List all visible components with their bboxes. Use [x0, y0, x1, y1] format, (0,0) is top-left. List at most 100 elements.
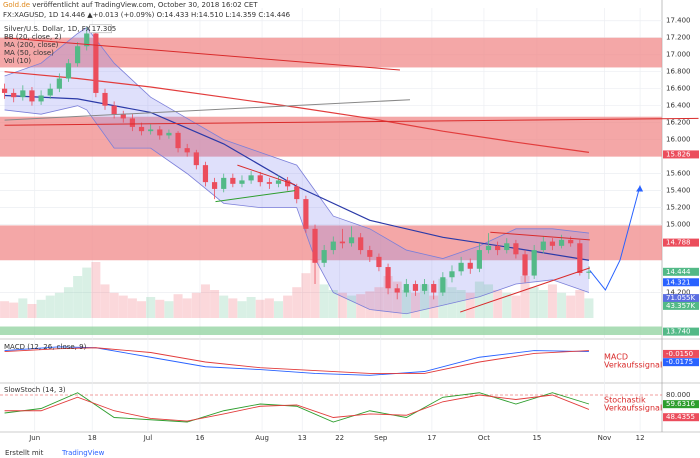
- axis-value-label: 14.444: [666, 268, 691, 276]
- indicator-label: Vol (10): [4, 57, 31, 65]
- x-tick-label: Oct: [478, 434, 490, 442]
- trend-line: [215, 190, 296, 203]
- y-tick-label: 15.600: [666, 170, 691, 178]
- candle-body: [294, 186, 300, 200]
- candle-body: [303, 199, 309, 229]
- y-tick-label: 16.000: [666, 136, 691, 144]
- trend-line: [4, 37, 400, 71]
- candle-body: [467, 262, 473, 269]
- y-tick-label: 16.200: [666, 119, 691, 127]
- volume-bar: [383, 276, 393, 318]
- volume-bar: [182, 298, 192, 318]
- volume-bar: [237, 301, 247, 318]
- volume-bar: [164, 301, 174, 318]
- axis-value-label: 59.6316: [666, 400, 695, 408]
- publish-line: Gold.de veröffentlicht auf TradingView.c…: [3, 1, 258, 9]
- trend-line: [4, 99, 411, 121]
- volume-bar: [410, 292, 420, 318]
- volume-bar: [246, 297, 256, 318]
- candle-body: [93, 33, 99, 93]
- x-tick-label: 15: [532, 434, 541, 442]
- candle-body: [29, 90, 35, 102]
- chart-title: Silver/U.S. Dollar, 1D, FX: [4, 25, 91, 33]
- candle-body: [248, 175, 254, 181]
- candle-body: [558, 239, 565, 246]
- candle-body: [348, 237, 355, 244]
- brand[interactable]: TradingView: [61, 449, 105, 457]
- trend-line: [237, 164, 296, 186]
- volume-bar: [73, 276, 83, 318]
- x-tick-label: Jun: [28, 434, 40, 442]
- axis-label-bg: [663, 349, 699, 358]
- axis-value-label: 14.321: [666, 278, 691, 286]
- y-tick-label: 17.000: [666, 51, 691, 59]
- volume-bar: [146, 297, 156, 318]
- signal-annotation: Verkaufssignal: [604, 404, 662, 413]
- volume-bar: [420, 284, 430, 318]
- signal-annotation: MACD: [604, 353, 628, 362]
- candle-body: [421, 284, 428, 291]
- candle-body: [312, 228, 318, 263]
- volume-bar: [484, 284, 494, 318]
- publisher[interactable]: Gold.de: [3, 1, 30, 9]
- candle-body: [431, 284, 437, 293]
- candle-body: [56, 78, 62, 89]
- volume-bar: [27, 304, 37, 318]
- volume-bar: [566, 295, 576, 318]
- volume-bar: [200, 284, 210, 318]
- volume-bar: [520, 276, 530, 318]
- candle-body: [266, 182, 272, 184]
- axis-value-label: 43.357K: [666, 302, 695, 310]
- volume-bar: [447, 287, 457, 318]
- peak-label-bg: [89, 24, 112, 34]
- y-tick-label: 16.400: [666, 102, 691, 110]
- candle-body: [202, 165, 209, 183]
- x-tick-label: Aug: [255, 434, 269, 442]
- candle-body: [522, 254, 528, 276]
- volume-bar: [456, 290, 466, 318]
- axis-value-label: 71.055K: [666, 294, 695, 302]
- price-zone: [0, 37, 662, 68]
- published: veröffentlicht auf TradingView.com, Octo…: [30, 1, 258, 9]
- indicator-label: MA (200, close): [4, 41, 59, 49]
- candle-body: [239, 180, 245, 184]
- candle-body: [47, 88, 53, 96]
- price-zone: [0, 116, 662, 157]
- volume-bar: [493, 290, 503, 318]
- volume-bar: [9, 302, 19, 318]
- volume-bar: [219, 295, 229, 318]
- candle-body: [75, 46, 81, 64]
- volume-bar: [45, 295, 55, 318]
- axis-label-bg: [663, 327, 699, 336]
- volume-bar: [575, 290, 585, 318]
- volume-bar: [310, 259, 320, 318]
- candle-body: [376, 256, 382, 268]
- volume-bar: [538, 290, 548, 318]
- volume-bar: [374, 287, 384, 318]
- candle-body: [1, 88, 8, 93]
- candle-body: [193, 152, 199, 166]
- volume-bar: [82, 267, 92, 318]
- x-tick-label: Sep: [374, 434, 388, 442]
- candle-body: [120, 114, 126, 119]
- y-tick-label: 16.600: [666, 85, 691, 93]
- volume-bar: [365, 291, 375, 318]
- x-tick-label: 22: [335, 434, 344, 442]
- axis-label-bg: [663, 238, 699, 247]
- volume-bar: [337, 292, 347, 318]
- axis-value-label: -0.0175: [666, 358, 693, 366]
- volume-bar: [502, 292, 512, 318]
- volume-bar: [328, 290, 338, 318]
- volume-bar: [137, 301, 147, 318]
- candle-body: [358, 237, 364, 251]
- candle-body: [257, 175, 263, 183]
- volume-bar: [127, 298, 137, 318]
- axis-label-bg: [663, 413, 699, 422]
- candle-body: [458, 262, 464, 272]
- volume-bar: [228, 298, 238, 318]
- trend-line: [490, 231, 590, 241]
- candle-body: [111, 105, 117, 115]
- volume-bar: [292, 287, 302, 318]
- volume-bar: [319, 284, 329, 318]
- candle-body: [403, 284, 409, 293]
